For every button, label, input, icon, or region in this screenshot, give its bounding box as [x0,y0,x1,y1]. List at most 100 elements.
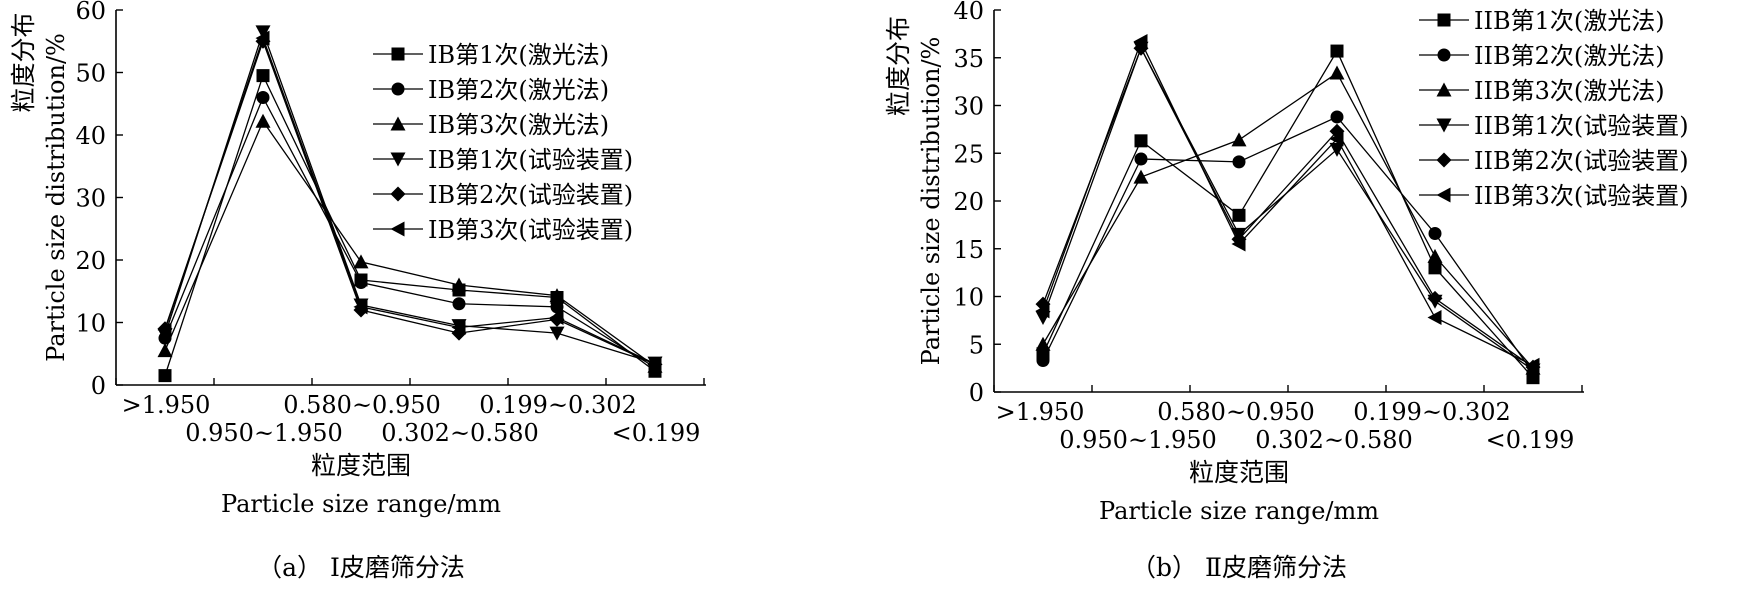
series-line [1042,72,1534,369]
series-line [164,39,656,365]
legend-label: IB第1次(试验装置) [428,146,633,174]
data-point [1036,353,1050,367]
legend-marker [391,47,405,61]
data-point [1330,44,1344,58]
series-line [164,119,656,367]
legend-label: IIB第1次(试验装置) [1474,112,1689,140]
series-line [164,36,656,365]
series-triangle-up [1035,65,1541,375]
data-point [452,297,466,311]
y-tick-label: 10 [75,310,106,338]
y-tick-label: 5 [969,331,984,359]
legend-marker [390,152,406,167]
legend-marker [1436,152,1452,168]
y-axis-title-en: Particle size distribution/% [42,33,70,362]
series-line [164,95,656,369]
legend: IB第1次(激光法) IB第2次(激光法) IB第3次(激光法) IB第1次(试验装置… [373,41,633,244]
legend-label: IIB第1次(激光法) [1474,7,1665,35]
panel-caption: （a） Ⅰ皮磨筛分法 [257,553,465,582]
data-point [1232,155,1246,169]
legend-label: IB第2次(试验装置) [428,181,633,209]
series-circle [1036,110,1540,380]
y-tick-label: 30 [953,93,984,121]
legend-label: IIB第2次(激光法) [1474,42,1665,70]
data-point [549,326,565,341]
y-tick-label: 35 [953,45,984,73]
data-point [353,254,369,269]
data-point [1427,290,1443,306]
data-point [1134,152,1148,166]
data-point [1133,169,1149,184]
legend-marker [391,82,405,96]
series-diamond [1035,40,1541,375]
data-point [1428,261,1442,275]
x-axis-title-en: Particle size range/mm [221,490,501,518]
data-point [1525,357,1540,373]
panel-caption: （b） Ⅱ皮磨筛分法 [1131,553,1347,582]
data-point [1427,248,1443,263]
series-line [1042,49,1534,379]
legend-label: IB第3次(激光法) [428,111,609,139]
axes: 0 10 20 30 40 50 60 >1.9500.950~1.9500.580~0.95… [75,0,706,447]
y-tick-label: 15 [953,236,984,264]
legend-label: IIB第3次(激光法) [1474,77,1665,105]
data-point [549,288,565,303]
data-point [1035,336,1051,351]
y-tick-label: 20 [75,247,106,275]
x-tick-label: <0.199 [612,419,701,447]
data-point [1035,303,1050,319]
legend-label: IB第2次(激光法) [428,76,609,104]
series-line [164,29,656,364]
y-tick-label: 25 [953,140,984,168]
y-tick-label: 30 [75,185,106,213]
legend-label: IIB第2次(试验装置) [1474,147,1689,175]
y-tick-label: 10 [953,284,984,312]
y-axis-title-cn: 粒度分布 [884,16,913,116]
data-point [1428,226,1442,240]
panel-b-particle-size-chart: 0 5 10 15 20 25 30 35 40 >1.9500.950~1.9500.580~0… [884,0,1689,582]
legend-label: IB第3次(试验装置) [428,216,633,244]
x-tick-label: 0.580~0.950 [1157,398,1315,426]
x-tick-label: 0.302~0.580 [1255,426,1413,454]
legend-label: IIB第3次(试验装置) [1474,182,1689,210]
series-line [1042,116,1534,374]
y-tick-label: 0 [91,372,106,400]
x-axis-title-en: Particle size range/mm [1099,497,1379,525]
y-axis-title-cn: 粒度分布 [9,12,38,112]
legend-label: IB第1次(激光法) [428,41,609,69]
series-triangle-left [1035,34,1540,373]
x-tick-label: <0.199 [1486,426,1575,454]
x-tick-label: 0.302~0.580 [381,419,539,447]
x-tick-label: 0.950~1.950 [1059,426,1217,454]
data-point [255,30,270,46]
y-tick-label: 40 [75,122,106,150]
data-point [1427,310,1442,326]
data-point [354,276,368,289]
data-point [451,320,466,335]
panel-a-particle-size-chart: 0 10 20 30 40 50 60 >1.9500.950~1.9500.580~0.95… [9,0,706,582]
data-point [255,25,271,40]
legend-marker [1437,13,1451,27]
y-tick-label: 50 [75,60,106,88]
y-tick-label: 60 [75,0,106,25]
data-point [1133,34,1148,50]
x-tick-label: >1.950 [122,391,211,419]
x-tick-label: 0.580~0.950 [283,391,441,419]
legend-marker [390,116,406,131]
x-tick-label: 0.199~0.302 [1353,398,1511,426]
x-axis-title-cn: 粒度范围 [311,451,411,480]
data-point [1134,134,1148,148]
y-tick-label: 0 [969,379,984,407]
y-tick-label: 40 [953,0,984,25]
legend-marker [1436,187,1451,203]
series-line [1042,39,1534,366]
data-point [157,343,173,358]
data-point [549,310,564,325]
data-point [550,300,564,314]
data-point [1330,110,1344,124]
data-point [256,69,270,83]
legend: IIB第1次(激光法) IIB第2次(激光法) IIB第3次(激光法) IIB第1次(… [1419,7,1689,210]
series-line [164,73,656,376]
data-point [1329,131,1344,147]
legend-marker [1437,48,1451,62]
